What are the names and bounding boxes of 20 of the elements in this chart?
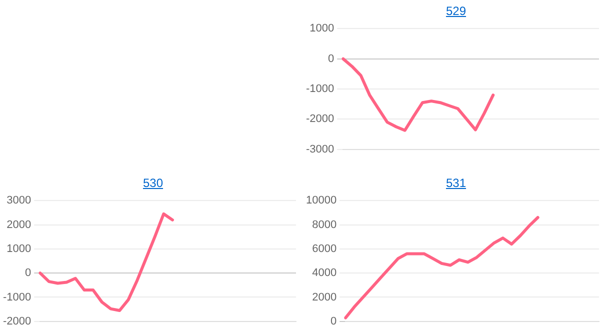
y-tick-label: -2000 <box>2 315 32 328</box>
y-tick-label: 6000 <box>312 242 337 255</box>
y-tick-label: 0 <box>25 267 32 280</box>
chart-title: 531 <box>444 175 468 191</box>
y-tick-label: 0 <box>330 315 337 328</box>
y-tick-label: 1000 <box>6 242 32 255</box>
y-tick-label: 4000 <box>312 267 337 280</box>
chart-title: 530 <box>142 175 164 191</box>
y-tick-label: -2000 <box>306 113 334 126</box>
y-tick-label: 2000 <box>312 291 337 304</box>
y-tick-label: -1000 <box>306 83 334 96</box>
y-tick-label: 1000 <box>310 22 334 35</box>
y-tick-label: -1000 <box>2 291 32 304</box>
y-tick-label: 8000 <box>312 218 337 231</box>
y-tick-label: -3000 <box>306 143 334 156</box>
chart-title: 529 <box>444 3 468 19</box>
y-tick-label: 0 <box>328 52 334 65</box>
y-tick-label: 3000 <box>6 194 32 207</box>
y-tick-label: 2000 <box>6 218 32 231</box>
y-tick-label: 10000 <box>306 194 337 207</box>
